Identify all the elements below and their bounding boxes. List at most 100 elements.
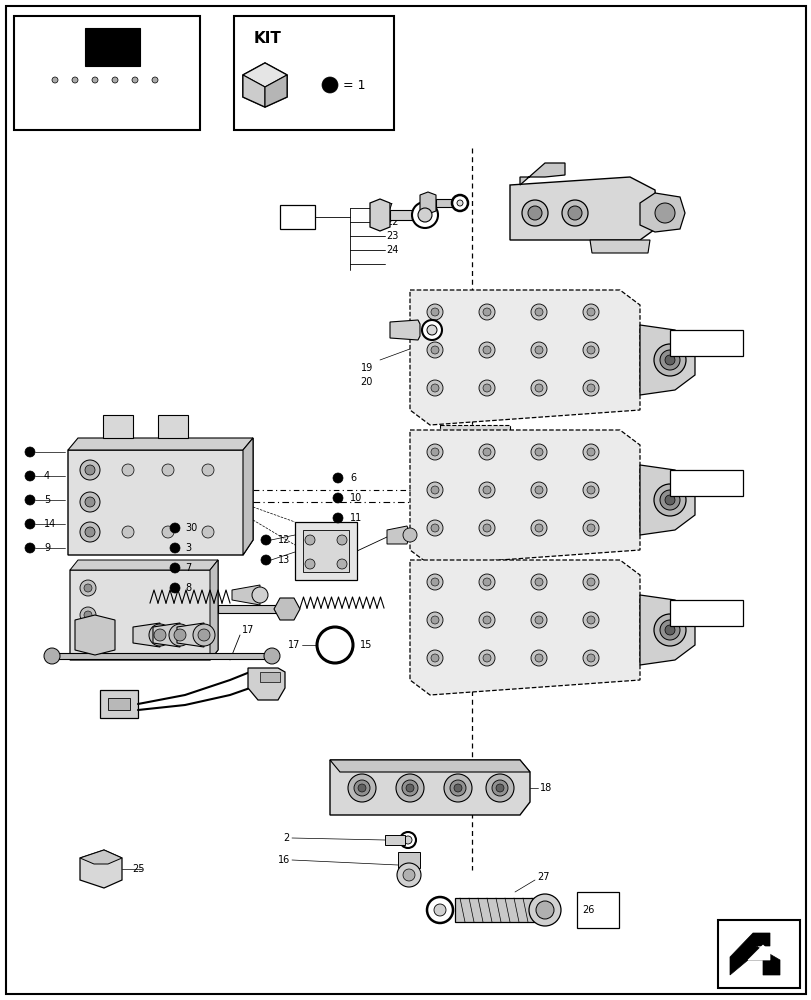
- Circle shape: [431, 384, 439, 392]
- Circle shape: [478, 574, 495, 590]
- Text: 11: 11: [350, 513, 362, 523]
- Circle shape: [483, 578, 491, 586]
- Circle shape: [483, 524, 491, 532]
- Polygon shape: [639, 465, 694, 535]
- Circle shape: [653, 614, 685, 646]
- Circle shape: [305, 535, 315, 545]
- Bar: [100, 690, 138, 718]
- Circle shape: [483, 308, 491, 316]
- Circle shape: [25, 519, 35, 529]
- Circle shape: [401, 780, 418, 796]
- Circle shape: [316, 627, 353, 663]
- Circle shape: [664, 625, 674, 635]
- Text: 22: 22: [385, 217, 398, 227]
- Text: KIT: KIT: [254, 31, 281, 46]
- Bar: [303, 530, 349, 572]
- Circle shape: [427, 612, 443, 628]
- Circle shape: [534, 654, 543, 662]
- Polygon shape: [370, 199, 389, 231]
- Circle shape: [132, 77, 138, 83]
- Text: 6: 6: [350, 473, 356, 483]
- Circle shape: [521, 200, 547, 226]
- Bar: [577, 892, 618, 928]
- Circle shape: [427, 380, 443, 396]
- Circle shape: [483, 654, 491, 662]
- Circle shape: [198, 629, 210, 641]
- Bar: [280, 205, 315, 229]
- Circle shape: [337, 559, 346, 569]
- Circle shape: [431, 654, 439, 662]
- Circle shape: [411, 202, 437, 228]
- Circle shape: [530, 574, 547, 590]
- Circle shape: [431, 308, 439, 316]
- Circle shape: [354, 780, 370, 796]
- Circle shape: [530, 304, 547, 320]
- Circle shape: [659, 620, 679, 640]
- Polygon shape: [158, 415, 188, 438]
- Circle shape: [427, 325, 436, 335]
- Circle shape: [80, 634, 96, 650]
- Text: 7: 7: [385, 203, 392, 213]
- Circle shape: [483, 448, 491, 456]
- Circle shape: [264, 648, 280, 664]
- Circle shape: [457, 200, 462, 206]
- Circle shape: [534, 448, 543, 456]
- Circle shape: [659, 490, 679, 510]
- Circle shape: [478, 304, 495, 320]
- Circle shape: [478, 520, 495, 536]
- Circle shape: [534, 384, 543, 392]
- Circle shape: [402, 528, 417, 542]
- Polygon shape: [68, 438, 253, 555]
- Polygon shape: [210, 560, 217, 660]
- Circle shape: [322, 77, 337, 93]
- Polygon shape: [70, 560, 217, 570]
- Circle shape: [80, 492, 100, 512]
- Bar: [436, 199, 453, 207]
- Circle shape: [582, 482, 599, 498]
- Text: 15: 15: [359, 640, 372, 650]
- Polygon shape: [590, 240, 649, 253]
- Polygon shape: [639, 325, 694, 395]
- Circle shape: [85, 527, 95, 537]
- Text: = 1: = 1: [342, 79, 365, 92]
- Polygon shape: [242, 75, 264, 107]
- Circle shape: [433, 904, 445, 916]
- Bar: [85, 28, 139, 66]
- Polygon shape: [639, 193, 684, 232]
- Circle shape: [478, 380, 495, 396]
- Circle shape: [431, 524, 439, 532]
- Circle shape: [260, 535, 271, 545]
- Bar: [669, 470, 742, 496]
- Circle shape: [44, 648, 60, 664]
- Circle shape: [491, 780, 508, 796]
- Polygon shape: [68, 438, 253, 450]
- Text: PAG. 5: PAG. 5: [690, 479, 719, 488]
- Circle shape: [333, 473, 342, 483]
- Circle shape: [582, 380, 599, 396]
- Polygon shape: [410, 430, 639, 565]
- Circle shape: [418, 208, 431, 222]
- Polygon shape: [387, 526, 410, 544]
- Circle shape: [431, 486, 439, 494]
- Polygon shape: [519, 163, 564, 185]
- Polygon shape: [247, 668, 285, 700]
- Circle shape: [154, 629, 165, 641]
- Polygon shape: [40, 60, 135, 90]
- Circle shape: [85, 497, 95, 507]
- Text: 17: 17: [287, 640, 299, 650]
- Circle shape: [582, 574, 599, 590]
- Circle shape: [396, 774, 423, 802]
- Circle shape: [582, 444, 599, 460]
- Circle shape: [169, 583, 180, 593]
- Circle shape: [586, 524, 594, 532]
- Circle shape: [80, 460, 100, 480]
- Circle shape: [305, 559, 315, 569]
- Circle shape: [431, 346, 439, 354]
- Circle shape: [80, 522, 100, 542]
- Polygon shape: [232, 585, 260, 605]
- Circle shape: [122, 464, 134, 476]
- Bar: [234, 16, 393, 130]
- Polygon shape: [242, 63, 286, 107]
- Text: 17: 17: [242, 625, 254, 635]
- Circle shape: [202, 464, 214, 476]
